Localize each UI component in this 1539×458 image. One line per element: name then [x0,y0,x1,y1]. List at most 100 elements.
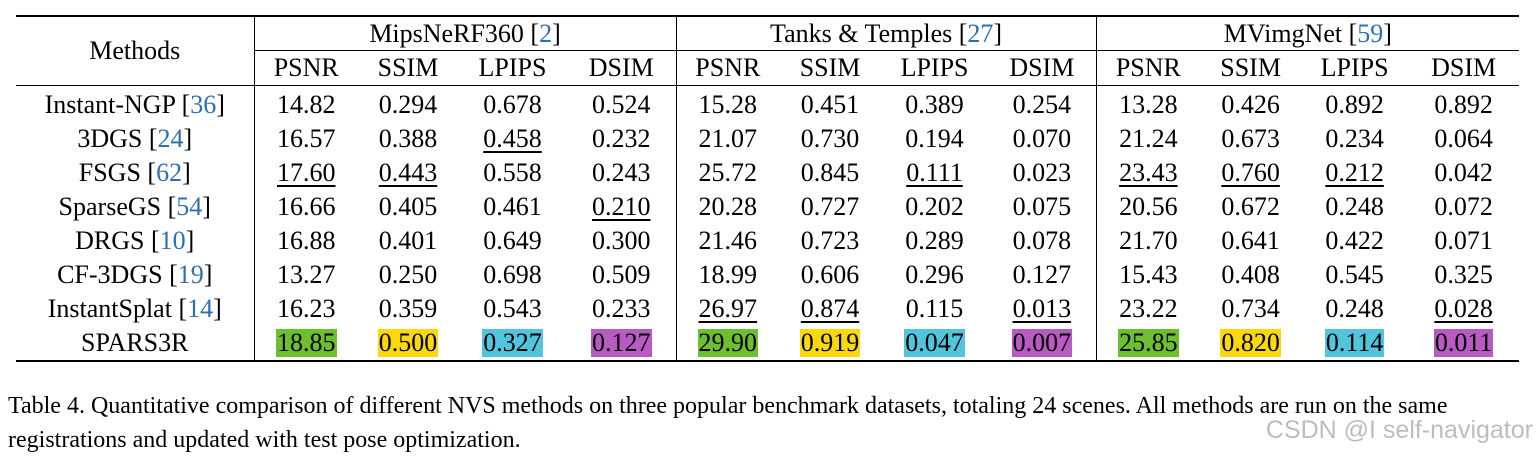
value-text: 20.28 [698,192,758,221]
value-text: 25.72 [698,158,758,187]
value-text: 14.82 [277,90,336,119]
method-cite[interactable]: 24 [157,124,184,153]
value-text: 0.233 [592,294,651,323]
value-text: 23.22 [1119,294,1178,323]
value-cell: 0.325 [1408,258,1519,292]
value-cell: 0.202 [881,190,988,224]
value-cell: 23.22 [1095,292,1201,326]
value-text: 0.327 [482,328,543,357]
value-cell: 0.194 [881,122,988,156]
value-text: 15.43 [1119,260,1178,289]
group-header-2: MVimgNet [59] [1095,15,1520,51]
value-text: 26.97 [698,294,758,323]
metric-header: LPIPS [881,50,989,86]
value-cell: 0.723 [779,224,881,258]
value-cell: 0.401 [358,224,458,258]
metric-header: DSIM [1408,50,1520,86]
method-cite[interactable]: 10 [159,226,186,255]
value-text: 0.672 [1221,192,1280,221]
value-cell: 0.234 [1301,122,1408,156]
value-cell: 0.641 [1200,224,1301,258]
value-cell: 0.115 [881,292,988,326]
value-cell: 0.070 [988,122,1096,156]
group-cite[interactable]: 59 [1357,18,1384,48]
method-cite[interactable]: 14 [187,294,214,323]
value-text: 0.500 [377,328,439,357]
value-cell: 0.075 [988,190,1096,224]
value-cell: 18.85 [253,326,358,362]
method-cell: SPARS3R [16,326,254,362]
value-text: 0.405 [378,192,438,221]
value-cell: 0.071 [1408,224,1519,258]
value-text: 0.127 [591,328,652,357]
value-text: 0.075 [1012,192,1072,221]
value-text: 0.919 [799,328,861,357]
value-cell: 20.56 [1095,190,1201,224]
method-cite[interactable]: 19 [177,260,204,289]
value-cell: 0.072 [1408,190,1519,224]
value-cell: 0.426 [1200,86,1301,123]
value-text: 0.892 [1434,90,1493,119]
value-cell: 25.72 [675,156,780,190]
value-cell: 0.254 [988,86,1096,123]
value-cell: 0.243 [567,156,676,190]
group-header-0: MipsNeRF360 [2] [253,15,677,51]
value-text: 0.289 [905,226,964,255]
value-text: 0.127 [1012,260,1072,289]
value-text: 0.114 [1324,328,1385,357]
value-cell: 0.327 [458,326,567,362]
value-cell: 21.07 [675,122,780,156]
value-cell: 0.389 [881,86,988,123]
value-cell: 18.99 [675,258,780,292]
method-name: 3DGS [77,124,143,153]
group-name: MVimgNet [1223,18,1343,48]
value-text: 0.461 [483,192,542,221]
value-cell: 21.24 [1095,122,1201,156]
table-row: InstantSplat [14] 16.23 0.359 0.543 0.233 26.… [16,292,1519,326]
value-text: 0.202 [905,192,964,221]
value-text: 0.892 [1325,90,1384,119]
value-cell: 0.919 [779,326,882,362]
value-text: 0.047 [904,328,965,357]
header-row-metrics: PSNR SSIM LPIPS DSIM PSNR SSIM LPIPS DSIM PSNR SS… [16,50,1520,86]
value-cell: 0.500 [358,326,458,362]
value-cell: 16.57 [253,122,358,156]
value-text: 20.56 [1119,192,1178,221]
method-cite[interactable]: 36 [190,90,217,119]
value-cell: 14.82 [253,85,358,122]
metric-header: PSNR [1095,50,1201,86]
value-text: 13.27 [277,260,336,289]
method-cell: FSGS [62] [78,158,191,187]
method-cite[interactable]: 62 [156,158,183,187]
value-cell: 13.27 [253,258,358,292]
group-cite[interactable]: 27 [967,18,994,48]
value-cell: 0.212 [1301,156,1408,190]
method-cell: InstantSplat [14] [47,294,222,323]
value-text: 0.011 [1433,328,1494,357]
group-cite[interactable]: 2 [539,18,553,48]
table-row: SparseGS [54] 16.66 0.405 0.461 0.210 20.28 0.… [16,190,1519,224]
value-text: 0.111 [906,158,963,187]
value-cell: 0.011 [1408,326,1520,362]
value-cell: 0.558 [458,156,567,190]
method-cell: CF-3DGS [19] [57,260,213,289]
value-text: 25.85 [1118,328,1179,357]
method-cite[interactable]: 54 [176,192,203,221]
value-text: 0.210 [592,192,651,221]
value-cell: 0.678 [458,86,567,123]
value-text: 13.28 [1119,90,1178,119]
value-text: 17.60 [277,158,336,187]
value-cell: 0.300 [567,224,676,258]
value-text: 0.212 [1325,158,1384,187]
table-row: DRGS [10] 16.88 0.401 0.649 0.300 21.46 0.723 0… [16,224,1519,258]
value-text: 21.24 [1119,124,1178,153]
header-row-groups: Methods MipsNeRF360 [2] Tanks & Temples … [16,15,1520,86]
method-name: CF-3DGS [57,260,163,289]
value-cell: 0.078 [988,224,1096,258]
metric-header: DSIM [988,50,1097,86]
value-text: 0.072 [1434,192,1493,221]
value-text: 21.46 [698,226,758,255]
value-cell: 0.023 [988,156,1096,190]
value-cell: 0.874 [779,292,881,326]
value-cell: 0.042 [1408,156,1519,190]
